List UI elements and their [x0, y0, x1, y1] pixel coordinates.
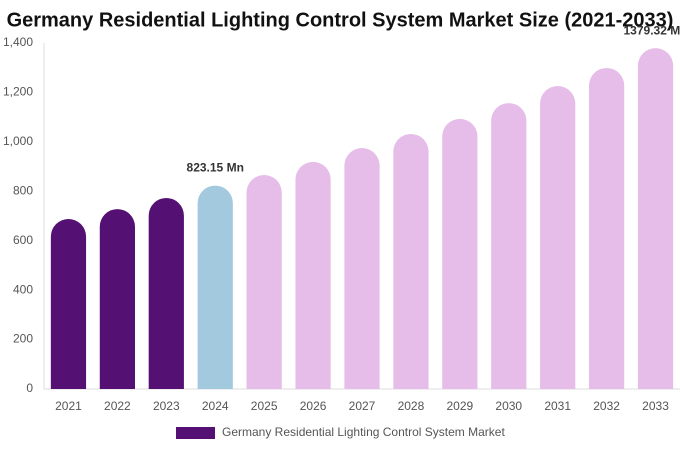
bar [50, 218, 87, 389]
x-tick-label: 2029 [446, 399, 473, 413]
y-tick-label: 400 [13, 282, 33, 296]
y-tick-label: 1,000 [3, 134, 33, 148]
x-tick-label: 2023 [153, 399, 180, 413]
bar [246, 174, 282, 389]
y-tick-label: 600 [13, 233, 33, 247]
legend-swatch [176, 427, 215, 439]
y-tick-label: 0 [26, 381, 33, 395]
y-tick-label: 1,400 [3, 35, 33, 49]
bar [295, 161, 331, 389]
x-tick-label: 2030 [495, 399, 522, 413]
x-tick-label: 2021 [55, 399, 82, 413]
bar [442, 118, 478, 389]
bar [491, 103, 527, 389]
legend-label: Germany Residential Lighting Control Sys… [222, 425, 505, 439]
bar [344, 148, 380, 389]
value-label: 1379.32 Mn [624, 23, 680, 37]
x-tick-label: 2031 [544, 399, 571, 413]
chart-title: Germany Residential Lighting Control Sys… [7, 9, 674, 31]
x-tick-label: 2032 [593, 399, 620, 413]
x-tick-label: 2033 [642, 399, 669, 413]
x-tick-label: 2024 [202, 399, 229, 413]
y-tick-label: 800 [13, 183, 33, 197]
bar [148, 197, 184, 389]
bar [99, 209, 135, 389]
bar [197, 185, 233, 389]
x-tick-label: 2026 [300, 399, 327, 413]
x-tick-label: 2028 [398, 399, 425, 413]
x-tick-label: 2022 [104, 399, 131, 413]
y-tick-label: 1,200 [3, 85, 33, 99]
value-label: 823.15 Mn [187, 161, 244, 175]
x-tick-label: 2027 [349, 399, 376, 413]
bar [393, 133, 429, 389]
bar [589, 67, 625, 390]
x-tick-label: 2025 [251, 399, 278, 413]
bar [540, 86, 576, 389]
bar [637, 48, 674, 390]
y-tick-label: 200 [13, 332, 33, 346]
